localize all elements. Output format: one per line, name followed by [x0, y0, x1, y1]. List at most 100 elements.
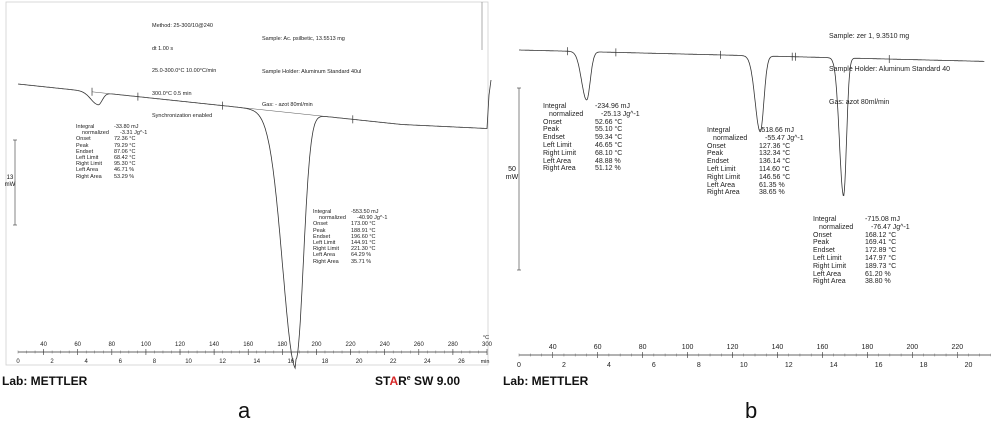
annotation-row: Left Area 46.71 % — [76, 167, 147, 173]
annotation-value: 221.30 °C — [351, 246, 376, 253]
annotation-value: 38.80 % — [865, 278, 891, 286]
annotation-value: 146.56 °C — [759, 173, 791, 181]
annotation-row: Onset 52.66 °C — [543, 119, 640, 127]
annotation-key: Left Area — [543, 157, 572, 165]
annotation-key: Integral — [543, 103, 567, 110]
annotation-value: 61.35 % — [759, 181, 785, 189]
annotation-key: normalized — [319, 215, 346, 222]
x-bottom-tick-label: 0 — [16, 359, 20, 365]
x-top-tick-label: 160 — [817, 344, 829, 351]
annotation-key: Peak — [76, 142, 89, 149]
x-bottom-tick-label: 26 — [458, 359, 465, 365]
annotation-key: Left Area — [76, 167, 99, 174]
annotation-row: Integral -553.50 mJ — [313, 209, 387, 215]
peak-annotation-1: Integral -234.96 mJ normalized -25.13 Jg^-1… — [543, 103, 640, 173]
annotation-value: 127.36 °C — [759, 142, 791, 150]
annotation-key: Right Area — [707, 189, 740, 197]
header-line: Sample Holder: Aluminum Standard 40ul — [262, 69, 362, 75]
annotation-key: Endset — [813, 247, 835, 255]
annotation-value: -553.50 mJ — [351, 209, 379, 215]
annotation-row: normalized -40.90 Jg^-1 — [313, 215, 387, 221]
annotation-row: Peak 169.41 °C — [813, 239, 910, 247]
annotation-row: normalized -76.47 Jg^-1 — [813, 224, 910, 232]
annotation-row: Right Limit 68.10 °C — [543, 150, 640, 158]
dsc-curve — [17, 79, 492, 370]
annotation-key: Right Limit — [707, 173, 741, 181]
x-bottom-tick-label: 6 — [119, 359, 123, 365]
annotation-row: Peak 55.10 °C — [543, 126, 640, 134]
annotation-value: 52.66 °C — [595, 118, 623, 126]
annotation-key: Integral — [813, 216, 837, 223]
x-bottom-tick-label: 2 — [562, 362, 566, 369]
chart-panel-b: 40 60 80 100 120 140 160 180 200 220 0 2 4 6 8 10 12 14 16… — [501, 0, 991, 425]
x-bottom-tick-label: 10 — [740, 362, 748, 369]
annotation-key: normalized — [82, 130, 109, 137]
annotation-key: Endset — [707, 158, 729, 166]
peak-annotation-2: Integral -518.66 mJ normalized -55.47 Jg^-1… — [707, 127, 804, 197]
x-top-tick-label: 160 — [243, 342, 254, 348]
annotation-row: Onset 168.12 °C — [813, 232, 910, 240]
annotation-value: 38.65 % — [759, 189, 785, 197]
annotation-value: 79.29 °C — [114, 142, 136, 149]
annotation-row: Left Area 64.29 % — [313, 252, 387, 258]
annotation-value: 59.34 °C — [595, 134, 623, 142]
annotation-row: Endset 196.60 °C — [313, 234, 387, 240]
chart-area-a: 40 60 80 100 120 140 160 180 200 220 240 260 280 300 °… — [0, 0, 493, 370]
annotation-value: 147.97 °C — [865, 254, 897, 262]
dsc-plot-a: 40 60 80 100 120 140 160 180 200 220 240 260 280 300°… — [5, 1, 493, 370]
annotation-key: Left Limit — [313, 240, 336, 247]
annotation-value: -234.96 mJ — [595, 103, 631, 110]
header-line: 300.0°C 0.5 min — [152, 90, 192, 97]
annotation-row: Left Area 61.35 % — [707, 182, 804, 190]
x-bottom-tick-label: 22 — [390, 359, 397, 365]
annotation-row: Left Limit 46.65 °C — [543, 142, 640, 150]
annotation-row: Right Limit 146.56 °C — [707, 174, 804, 182]
x-top-tick-label: 220 — [951, 344, 963, 351]
annotation-key: Onset — [813, 231, 832, 239]
annotation-key: Right Limit — [813, 262, 847, 270]
annotation-key: Endset — [76, 148, 94, 155]
x-bottom-tick-label: 16 — [875, 362, 883, 369]
annotation-row: Right Area 53.29 % — [76, 174, 147, 180]
annotation-key: normalized — [713, 134, 748, 142]
annotation-row: Left Limit 147.97 °C — [813, 255, 910, 263]
annotation-key: Integral — [707, 127, 731, 134]
x-bottom-tick-label: 12 — [785, 362, 793, 369]
annotation-key: Left Limit — [76, 155, 99, 162]
annotation-value: 68.10 °C — [595, 149, 623, 157]
annotation-key: Right Limit — [76, 161, 102, 168]
annotation-value: 172.89 °C — [865, 247, 897, 255]
annotation-key: Right Area — [813, 278, 846, 286]
x-bottom-tick-label: 4 — [85, 359, 89, 365]
x-top-tick-label: 220 — [346, 342, 357, 348]
y-scale-unit: mW — [505, 174, 519, 181]
x-top-tick-label: 40 — [40, 342, 47, 348]
annotation-row: Right Area 51.12 % — [543, 165, 640, 173]
x-top-tick-label: 240 — [380, 342, 391, 348]
annotation-row: normalized -3.31 Jg^-1 — [76, 130, 147, 136]
annotation-key: Peak — [813, 239, 829, 247]
annotation-value: 53.29 % — [114, 173, 135, 180]
annotation-row: normalized -25.13 Jg^-1 — [543, 111, 640, 119]
dsc-curve — [519, 49, 985, 197]
x-bottom-tick-label: 20 — [356, 359, 363, 365]
lab-label: Lab: METTLER — [2, 374, 88, 388]
plot-frame — [5, 1, 489, 366]
annotation-row: Right Limit 221.30 °C — [313, 246, 387, 252]
x-top-tick-label: 60 — [594, 344, 602, 351]
annotation-row: Integral -715.08 mJ — [813, 216, 910, 224]
annotation-key: normalized — [819, 223, 854, 231]
peak-annotation-2: Integral -553.50 mJ normalized -40.90 Jg^-1… — [313, 209, 387, 265]
header-line: Method: 25-300/10@240 — [152, 23, 213, 29]
annotation-key: Onset — [313, 221, 328, 228]
header-line: Gas: - azot 80ml/min — [262, 102, 313, 108]
x-top-tick-label: 260 — [414, 342, 425, 348]
annotation-row: Integral -518.66 mJ — [707, 127, 804, 135]
integration-baseline — [222, 105, 353, 120]
annotation-value: 46.65 °C — [595, 141, 623, 149]
x-bottom-tick-label: 18 — [920, 362, 928, 369]
header-line: 25.0-300.0°C 10.00°C/min — [152, 68, 217, 74]
x-top-tick-label: 100 — [682, 344, 694, 351]
annotation-row: Integral -33.80 mJ — [76, 124, 147, 130]
annotation-value: -40.90 Jg^-1 — [357, 215, 388, 222]
